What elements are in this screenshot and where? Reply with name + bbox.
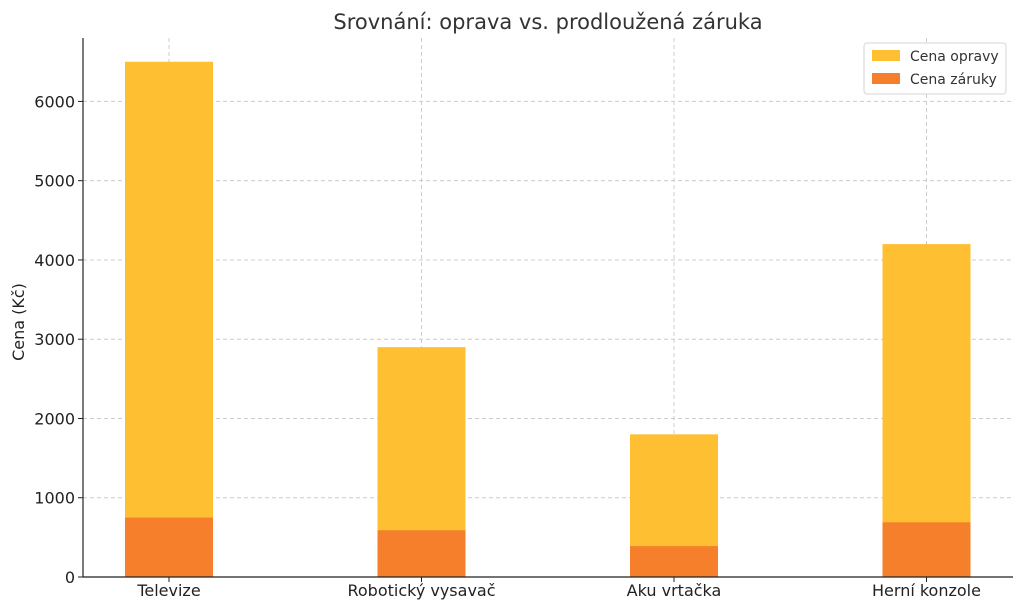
y-tick-label-1: 1000 xyxy=(34,489,75,508)
y-tick-label-5: 5000 xyxy=(34,172,75,191)
x-ticks: Televize Robotický vysavač Aku vrtačka Hern… xyxy=(136,577,981,600)
legend-swatch-repair xyxy=(872,50,900,61)
y-tick-label-4: 4000 xyxy=(34,251,75,270)
legend-swatch-warranty xyxy=(872,73,900,84)
y-ticks: 0 1000 2000 3000 4000 5000 6000 xyxy=(34,92,83,587)
grid xyxy=(83,38,1013,577)
bar-warranty-2 xyxy=(630,546,718,577)
chart-title: Srovnání: oprava vs. prodloužená záruka xyxy=(333,10,762,34)
x-tick-label-1: Robotický vysavač xyxy=(347,581,495,600)
bar-warranty-0 xyxy=(125,517,213,577)
legend-label-warranty: Cena záruky xyxy=(910,72,997,88)
y-tick-label-6: 6000 xyxy=(34,92,75,111)
y-tick-label-3: 3000 xyxy=(34,330,75,349)
legend-label-repair: Cena opravy xyxy=(910,49,999,65)
bar-warranty-1 xyxy=(377,530,466,577)
legend: Cena opravy Cena záruky xyxy=(863,42,1007,95)
bars xyxy=(125,61,971,577)
x-tick-label-0: Televize xyxy=(136,581,200,600)
axes xyxy=(82,38,1013,578)
y-tick-label-0: 0 xyxy=(65,568,75,587)
bar-warranty-3 xyxy=(882,522,971,577)
bar-repair-0 xyxy=(125,61,213,577)
y-axis-label: Cena (Kč) xyxy=(9,283,28,361)
x-tick-label-3: Herní konzole xyxy=(872,581,981,600)
y-tick-label-2: 2000 xyxy=(34,409,75,428)
x-tick-label-2: Aku vrtačka xyxy=(627,581,722,600)
bar-repair-3 xyxy=(882,244,971,577)
